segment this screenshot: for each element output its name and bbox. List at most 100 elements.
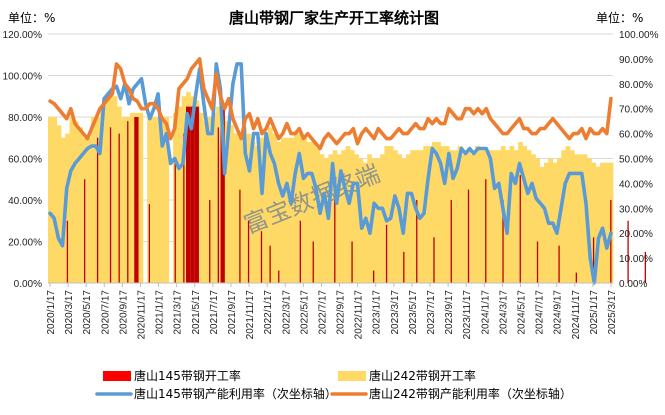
bar-242	[341, 150, 346, 283]
bar-242	[151, 117, 157, 283]
x-tick-label: 2021/5/17	[191, 290, 202, 335]
left-tick-label: 120.00%	[3, 30, 43, 41]
bar-242	[138, 112, 144, 283]
bar-242	[453, 150, 459, 283]
bar-242	[444, 146, 450, 283]
bar-242	[591, 162, 597, 283]
x-tick-label: 2020/11/17	[136, 290, 147, 340]
x-tick-label: 2023/1/17	[372, 290, 383, 335]
right-tick-label: 100.00%	[619, 30, 659, 41]
bar-145	[416, 200, 418, 283]
bar-242	[487, 150, 493, 283]
bar-242	[367, 154, 372, 283]
x-tick-label: 2020/1/17	[46, 290, 57, 335]
bar-242	[336, 154, 342, 283]
bar-242	[371, 158, 377, 283]
right-tick-label: 30.00%	[619, 204, 653, 215]
bar-145	[627, 220, 629, 283]
right-tick-label: 90.00%	[619, 55, 653, 66]
x-tick-label: 2021/11/17	[245, 290, 256, 340]
bar-145	[312, 241, 314, 283]
bar-242	[479, 150, 485, 283]
bar-145	[403, 251, 405, 283]
bar-242	[104, 100, 109, 284]
bar-242	[539, 166, 545, 283]
bar-145	[558, 245, 560, 283]
bar-242	[548, 158, 554, 283]
left-unit-label: 单位：%	[8, 10, 55, 25]
util-lines	[48, 57, 613, 285]
bar-242	[509, 146, 515, 283]
bar-242	[349, 150, 355, 283]
legend-label: 唐山145带钢产能利用率（次坐标轴）	[134, 386, 337, 401]
x-tick-label: 2023/9/17	[444, 290, 455, 335]
bar-242	[375, 158, 381, 283]
x-tick-label: 2022/7/17	[317, 290, 328, 335]
right-tick-label: 80.00%	[619, 80, 653, 91]
bar-145	[186, 106, 191, 283]
bar-242	[91, 117, 96, 283]
bar-242	[565, 146, 571, 283]
bar-242	[405, 154, 411, 283]
bar-242	[259, 137, 265, 283]
bar-145	[485, 179, 487, 283]
bar-242	[203, 121, 208, 284]
x-tick-label: 2023/11/17	[462, 290, 473, 340]
bar-145	[278, 270, 280, 283]
bar-145	[334, 200, 336, 283]
bars-145-open	[66, 106, 646, 284]
bar-242	[345, 146, 351, 283]
x-tick-label: 2024/11/17	[571, 290, 582, 340]
bar-242	[242, 127, 247, 283]
x-tick-label: 2020/3/17	[64, 290, 75, 335]
bar-242	[255, 146, 260, 283]
legend-swatch	[103, 371, 131, 381]
x-tick-label: 2023/7/17	[426, 290, 437, 335]
bar-242	[578, 154, 584, 283]
bar-145	[96, 137, 99, 283]
bar-242	[522, 146, 528, 283]
bar-242	[315, 148, 321, 283]
bar-145	[127, 121, 129, 284]
right-unit-label: 单位：%	[596, 10, 643, 25]
right-tick-label: 20.00%	[619, 229, 653, 240]
bar-242	[147, 117, 152, 283]
bar-145	[109, 127, 112, 283]
bar-242	[56, 125, 62, 283]
bar-242	[604, 162, 610, 283]
x-tick-label: 2021/1/17	[155, 290, 166, 335]
chart-title: 唐山带钢厂家生产开工率统计图	[229, 9, 439, 27]
line-242-util	[48, 57, 613, 151]
bar-242	[543, 162, 549, 283]
bar-242	[298, 133, 303, 283]
bar-242	[595, 166, 601, 283]
x-axis: 2020/1/17 2020/3/17 2020/5/17 2020/7/17 2020…	[46, 282, 618, 340]
bar-145	[260, 231, 263, 283]
bar-145	[118, 133, 120, 283]
bar-145	[217, 127, 220, 283]
bar-242	[229, 125, 234, 283]
x-tick-label: 2021/7/17	[209, 290, 220, 335]
x-tick-label: 2020/5/17	[82, 290, 93, 335]
bar-242	[285, 137, 290, 283]
bar-242	[65, 133, 70, 283]
bar-145	[519, 175, 521, 283]
bar-242	[293, 133, 299, 283]
bar-242	[73, 121, 79, 284]
right-axis: 0.00% 10.00% 20.00% 30.00% 40.00% 50.00% 60.00…	[619, 30, 659, 290]
bar-242	[393, 150, 398, 283]
bar-145	[239, 189, 241, 283]
bar-145	[183, 133, 185, 283]
bar-242	[69, 117, 75, 283]
bar-242	[462, 154, 467, 283]
x-tick-label: 2024/1/17	[480, 290, 491, 335]
bar-242	[112, 96, 118, 283]
bar-242	[86, 137, 92, 283]
bar-242	[431, 141, 437, 283]
x-tick-label: 2021/9/17	[227, 290, 238, 335]
x-tick-label: 2023/3/17	[390, 290, 401, 335]
bar-145	[433, 237, 435, 283]
bar-242	[160, 117, 165, 283]
